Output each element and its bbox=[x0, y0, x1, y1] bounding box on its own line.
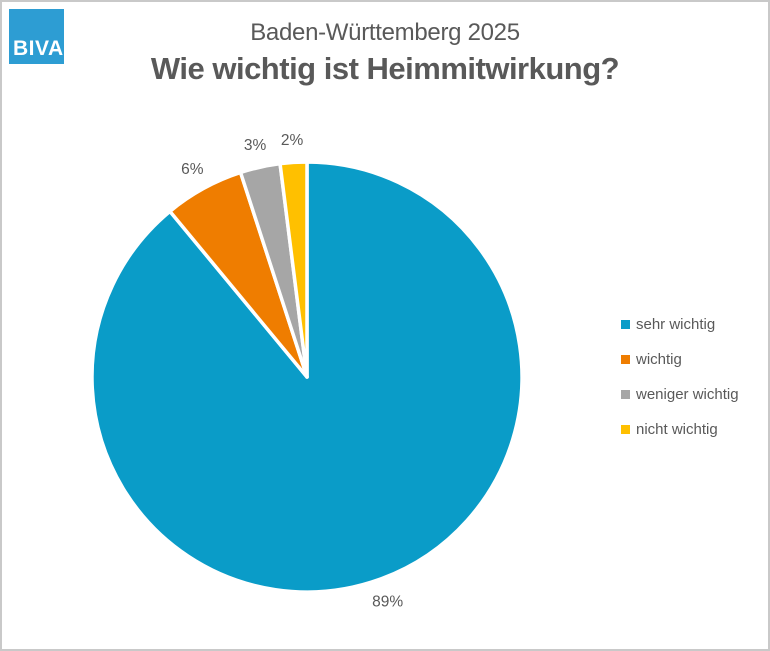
legend-label-sehr-wichtig: sehr wichtig bbox=[636, 316, 716, 333]
legend-item-weniger-wichtig: weniger wichtig bbox=[621, 377, 739, 412]
pie-label-wichtig: 6% bbox=[181, 161, 204, 178]
legend-label-nicht-wichtig: nicht wichtig bbox=[636, 421, 718, 438]
legend-swatch-weniger-wichtig bbox=[621, 390, 630, 399]
pie-label-sehr-wichtig: 89% bbox=[372, 593, 403, 610]
legend-item-sehr-wichtig: sehr wichtig bbox=[621, 307, 739, 342]
legend-label-wichtig: wichtig bbox=[636, 351, 682, 368]
biva-logo: BIVA bbox=[9, 9, 64, 64]
legend-label-weniger-wichtig: weniger wichtig bbox=[636, 386, 739, 403]
legend-swatch-nicht-wichtig bbox=[621, 425, 630, 434]
legend-swatch-wichtig bbox=[621, 355, 630, 364]
chart-title: Wie wichtig ist Heimmitwirkung? bbox=[150, 50, 620, 86]
biva-logo-text: BIVA bbox=[13, 37, 64, 60]
legend-item-nicht-wichtig: nicht wichtig bbox=[621, 412, 739, 447]
legend-item-wichtig: wichtig bbox=[621, 342, 739, 377]
pie-label-nicht-wichtig: 2% bbox=[281, 132, 304, 149]
chart-header: Baden-Württemberg 2025 Wie wichtig ist H… bbox=[2, 19, 768, 86]
legend-swatch-sehr-wichtig bbox=[621, 320, 630, 329]
pie-slice-nicht-wichtig bbox=[278, 160, 309, 379]
legend: sehr wichtig wichtig weniger wichtig nicht … bbox=[621, 307, 739, 447]
pie-label-weniger-wichtig: 3% bbox=[244, 137, 267, 154]
chart-subtitle: Baden-Württemberg 2025 bbox=[250, 19, 520, 46]
